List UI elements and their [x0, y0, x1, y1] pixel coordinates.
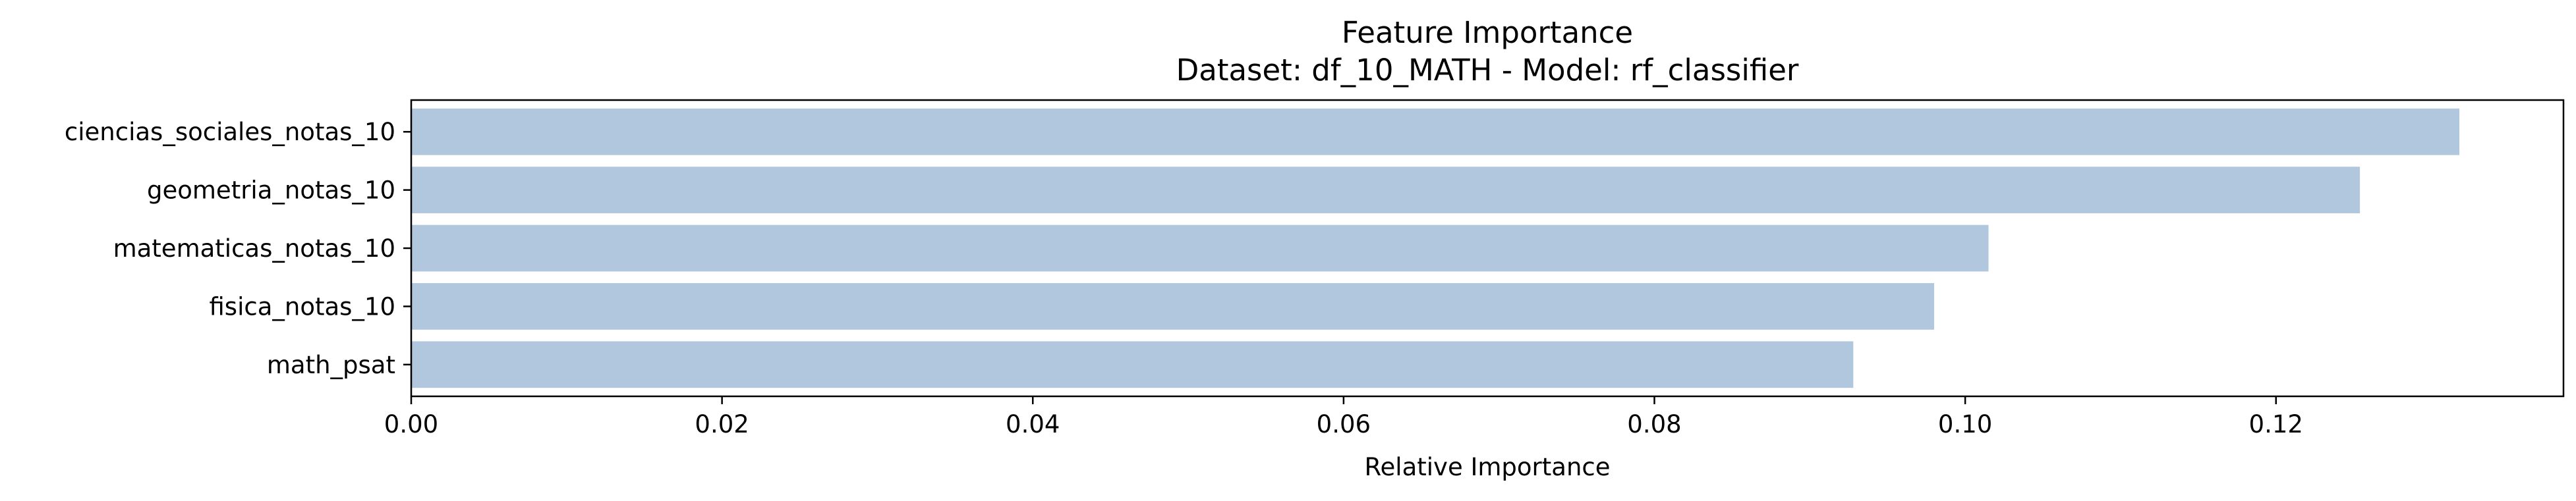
y-tick-label: ciencias_sociales_notas_10 [65, 118, 395, 146]
x-tick-label: 0.04 [1006, 410, 1060, 438]
y-tick-label: fisica_notas_10 [209, 292, 395, 321]
bar-matematicas-notas-10 [411, 224, 1989, 272]
y-tick-label: matematicas_notas_10 [113, 234, 395, 263]
x-tick-label: 0.12 [2249, 410, 2303, 438]
bar-geometria-notas-10 [411, 167, 2361, 213]
chart-title: Feature Importance [1342, 15, 1633, 50]
x-tick-label: 0.08 [1627, 410, 1681, 438]
x-tick-label: 0.06 [1317, 410, 1371, 438]
plot-frame [410, 99, 2565, 398]
bar-ciencias-sociales-notas-10 [411, 108, 2460, 155]
x-axis: 0.00 0.02 0.04 0.06 0.08 0.10 0.12 [384, 396, 2303, 438]
bar-fisica-notas-10 [411, 283, 1934, 330]
y-tick-label: geometria_notas_10 [147, 176, 395, 205]
chart-subtitle: Dataset: df_10_MATH - Model: rf_classifi… [1176, 53, 1799, 88]
bar-math-psat [411, 341, 1854, 388]
y-tick-label: math_psat [267, 351, 395, 379]
x-axis-label: Relative Importance [1365, 453, 1611, 481]
x-tick-label: 0.10 [1938, 410, 1992, 438]
x-tick-label: 0.00 [384, 410, 438, 438]
x-tick-label: 0.02 [695, 410, 749, 438]
y-axis: ciencias_sociales_notas_10 geometria_nota… [65, 118, 411, 379]
bars-group [411, 108, 2460, 388]
